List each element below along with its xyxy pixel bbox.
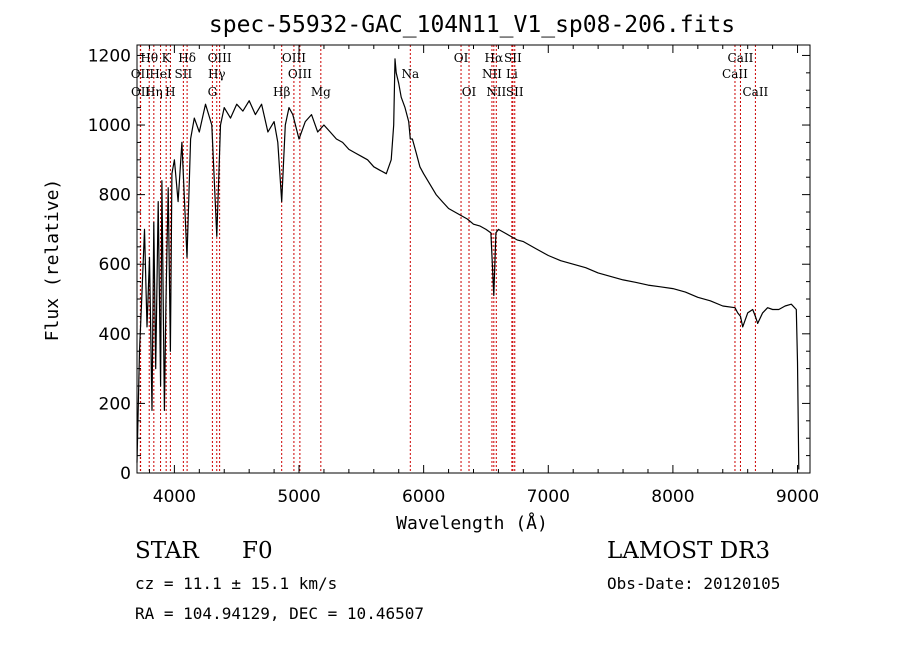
spectral-line-label: NII bbox=[482, 67, 502, 81]
spectrum-series-line bbox=[136, 58, 800, 470]
y-tick-label: 0 bbox=[120, 464, 131, 484]
y-tick-label: 800 bbox=[99, 186, 131, 206]
spectral-line-label: G bbox=[208, 85, 218, 99]
spectral-line-label: Hα bbox=[485, 51, 504, 65]
y-axis-label: Flux (relative) bbox=[42, 179, 63, 342]
x-tick-label: 8000 bbox=[651, 487, 694, 507]
spectral-line-label: OII bbox=[131, 85, 151, 99]
spectral-line-label: NII bbox=[486, 85, 506, 99]
object-subclass: F0 bbox=[242, 538, 273, 564]
redshift-text: cz = 11.1 ± 15.1 km/s bbox=[135, 574, 338, 593]
obs-date-text: Obs-Date: 20120105 bbox=[607, 574, 781, 593]
x-tick-label: 9000 bbox=[776, 487, 819, 507]
axis-ticks: 4000 5000 6000 7000 8000 9000 0 200 400 600 800 100… bbox=[88, 45, 819, 507]
spectral-line-markers bbox=[139, 45, 756, 473]
object-class: STAR bbox=[135, 538, 199, 564]
y-tick-label: 400 bbox=[99, 325, 131, 345]
y-tick-label: 600 bbox=[99, 255, 131, 275]
spectral-line-label: Hβ bbox=[273, 85, 290, 99]
x-axis-label: Wavelength (Å) bbox=[396, 512, 548, 534]
spectral-line-label: Na bbox=[401, 67, 419, 81]
spectral-line-label: OI bbox=[454, 51, 469, 65]
spectral-line-label: Hθ bbox=[140, 51, 158, 65]
survey-label: LAMOST DR3 bbox=[607, 538, 771, 564]
x-tick-label: 4000 bbox=[153, 487, 196, 507]
spectral-line-label: CaII bbox=[742, 85, 768, 99]
spectral-line-label: SII bbox=[504, 51, 522, 65]
spectral-line-label: HeI bbox=[149, 67, 172, 81]
data-layer bbox=[136, 58, 800, 470]
y-tick-label: 200 bbox=[99, 394, 131, 414]
spectral-line-label: OIII bbox=[208, 51, 232, 65]
coordinates-text: RA = 104.94129, DEC = 10.46507 bbox=[135, 604, 424, 623]
spectral-line-label: Mg bbox=[311, 85, 331, 99]
spectral-line-label: SII bbox=[175, 67, 193, 81]
x-tick-label: 6000 bbox=[402, 487, 445, 507]
spectral-line-label: OI bbox=[462, 85, 477, 99]
plot-frame bbox=[136, 44, 811, 474]
spectral-line-label: SII bbox=[506, 85, 524, 99]
y-tick-label: 1000 bbox=[88, 116, 131, 136]
y-tick-label: 1200 bbox=[88, 46, 131, 66]
spectral-line-label: Hγ bbox=[208, 67, 226, 81]
spectral-line-label: Hδ bbox=[178, 51, 196, 65]
spectral-line-label: K bbox=[162, 51, 172, 65]
x-tick-label: 5000 bbox=[277, 487, 320, 507]
spectral-line-label: CaII bbox=[722, 67, 748, 81]
x-tick-label: 7000 bbox=[527, 487, 570, 507]
spectral-line-label: H bbox=[165, 85, 175, 99]
spectral-line-label: Hη bbox=[145, 85, 163, 99]
spectral-line-label: OII bbox=[131, 67, 151, 81]
spectral-line-label: OIII bbox=[288, 67, 312, 81]
spectral-line-label: OIII bbox=[282, 51, 306, 65]
spectral-line-label: CaII bbox=[728, 51, 754, 65]
chart-title: spec-55932-GAC_104N11_V1_sp08-206.fits bbox=[209, 12, 735, 38]
spectral-line-label: Li bbox=[506, 67, 518, 81]
